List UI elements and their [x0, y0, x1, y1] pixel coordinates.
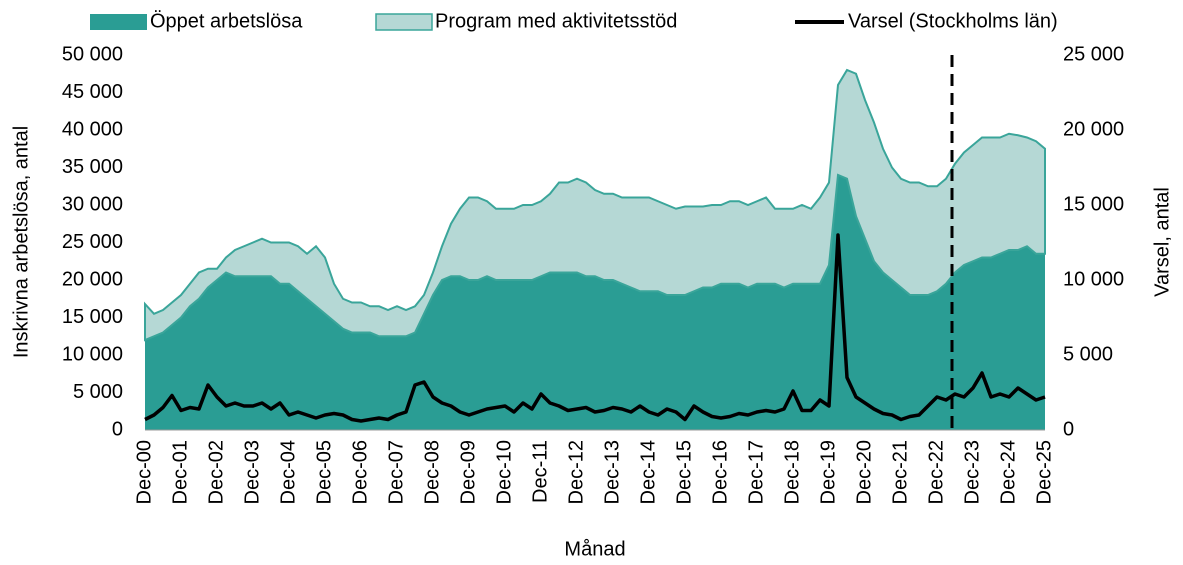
y-tick-label: 10 000: [62, 343, 123, 365]
x-tick-label: Dec-19: [817, 440, 839, 504]
legend-swatch: [375, 13, 433, 31]
area: [144, 68, 1046, 342]
x-tick-label: Dec-11: [529, 440, 551, 503]
y-tick-label: 35 000: [62, 156, 123, 178]
x-tick-label: Dec-10: [493, 440, 515, 504]
y2-tick-label: 0: [1063, 418, 1074, 440]
x-tick-label: Dec-00: [133, 440, 155, 504]
y2-tick-label: 5 000: [1063, 343, 1113, 365]
x-tick-label: Dec-07: [385, 440, 407, 504]
x-tick-label: Dec-17: [745, 440, 767, 504]
x-tick-label: Dec-01: [169, 440, 191, 504]
y-tick-label: 0: [112, 418, 123, 440]
x-tick-label: Dec-04: [277, 440, 299, 504]
x-tick-label: Dec-12: [565, 440, 587, 504]
x-tick-label: Dec-25: [1033, 440, 1055, 504]
x-tick-label: Dec-20: [853, 440, 875, 504]
y-tick-label: 45 000: [62, 81, 123, 103]
x-tick-label: Dec-09: [457, 440, 479, 504]
x-tick-label: Dec-05: [313, 440, 335, 504]
x-tick-label: Dec-13: [601, 440, 623, 504]
y-tick-label: 20 000: [62, 268, 123, 290]
line: [144, 233, 1046, 423]
legend-label: Program med aktivitetsstöd: [435, 10, 677, 32]
y-axis-label: Inskrivna arbetslösa, antal: [10, 126, 32, 358]
x-tick-label: Dec-24: [997, 440, 1019, 504]
x-tick-label: Dec-23: [961, 440, 983, 504]
x-tick-label: Dec-22: [925, 440, 947, 504]
y-tick-label: 40 000: [62, 118, 123, 140]
x-tick-label: Dec-15: [673, 440, 695, 504]
y-tick-label: 15 000: [62, 306, 123, 328]
x-tick-label: Dec-14: [637, 440, 659, 504]
y2-axis-label: Varsel, antal: [1151, 187, 1173, 297]
y-tick-label: 25 000: [62, 231, 123, 253]
y-tick-label: 50 000: [62, 43, 123, 65]
x-tick-label: Dec-08: [421, 440, 443, 504]
x-tick-label: Dec-02: [205, 440, 227, 504]
y2-tick-label: 25 000: [1063, 43, 1124, 65]
y2-tick-label: 20 000: [1063, 118, 1124, 140]
x-tick-label: Dec-18: [781, 440, 803, 504]
x-tick-label: Dec-16: [709, 440, 731, 504]
x-tick-label: Dec-03: [241, 440, 263, 504]
legend-label: Varsel (Stockholms län): [848, 10, 1058, 32]
y2-tick-label: 15 000: [1063, 193, 1124, 215]
area: [145, 175, 1045, 430]
x-axis-label: Månad: [564, 538, 625, 560]
legend-label: Öppet arbetslösa: [150, 10, 303, 32]
legend-swatch: [90, 14, 147, 30]
y-tick-label: 5 000: [73, 381, 123, 403]
y2-tick-label: 10 000: [1063, 268, 1124, 290]
x-tick-label: Dec-06: [349, 440, 371, 504]
y-tick-label: 30 000: [62, 193, 123, 215]
x-tick-label: Dec-21: [889, 440, 911, 504]
